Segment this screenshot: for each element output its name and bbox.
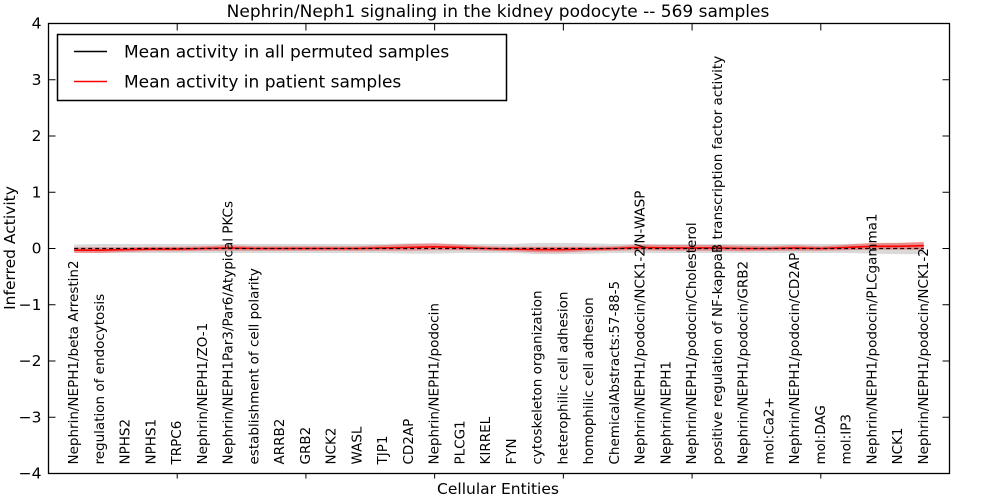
- y-axis-label: Inferred Activity: [1, 186, 19, 310]
- x-category-label: Nephrin/NEPH1/ZO-1: [195, 323, 211, 465]
- y-tick-label: −4: [19, 465, 42, 483]
- x-category-label: cytoskeleton organization: [530, 290, 546, 464]
- x-category-label: regulation of endocytosis: [92, 294, 108, 465]
- x-category-label: homophilic cell adhesion: [581, 297, 597, 464]
- x-category-label: mol:IP3: [839, 414, 855, 464]
- x-category-label: Nephrin/NEPH1Par3/Par6/Atypical PKCs: [221, 201, 237, 465]
- legend-box: [56, 33, 508, 102]
- x-axis-label: Cellular Entities: [437, 480, 559, 498]
- x-category-label: TJP1: [375, 436, 391, 466]
- patient-samples-range-band: [74, 241, 924, 253]
- x-category-label: Nephrin/NEPH1/podocin/Cholesterol: [684, 222, 700, 464]
- x-category-label: GRB2: [298, 427, 314, 465]
- x-category-label: TRPC6: [169, 421, 185, 466]
- y-tick-label: −3: [19, 408, 42, 426]
- y-tick-label: −1: [19, 296, 42, 314]
- x-category-label: ChemicalAbstracts:57-88-5: [607, 281, 623, 465]
- x-category-label: mol:DAG: [813, 405, 829, 464]
- x-category-label: heterophilic cell adhesion: [555, 292, 571, 465]
- legend-label-patient: Mean activity in patient samples: [124, 73, 401, 93]
- y-tick-label: 4: [32, 15, 42, 33]
- x-category-label: KIRREL: [478, 416, 494, 464]
- x-ticks: [176, 23, 822, 479]
- x-category-label: Nephrin/NEPH1/podocin/NCK1-2/N-WASP: [633, 191, 649, 465]
- y-tick-label: −2: [19, 352, 42, 370]
- x-category-label: mol:Ca2+: [761, 397, 777, 464]
- series-layer: [74, 244, 924, 251]
- x-category-label: FYN: [504, 438, 520, 464]
- x-category-label: Nephrin/NEPH1: [658, 361, 674, 464]
- y-tick-label: 2: [32, 127, 42, 145]
- x-category-label: positive regulation of NF-kappaB transcr…: [710, 56, 726, 465]
- x-category-labels: Nephrin/NEPH1/beta Arrestin2 regulation o…: [66, 56, 932, 466]
- x-category-label: establishment of cell polarity: [246, 268, 262, 464]
- y-tick-label: 3: [32, 71, 42, 89]
- x-category-label: Nephrin/NEPH1/podocin/GRB2: [736, 261, 752, 465]
- x-category-label: Nephrin/NEPH1/podocin: [427, 303, 443, 464]
- y-tick-label: 1: [32, 183, 42, 201]
- x-category-label: NCK2: [324, 428, 340, 465]
- y-ticks: [48, 23, 950, 474]
- legend: Mean activity in all permuted samples Me…: [56, 33, 508, 102]
- legend-label-permuted: Mean activity in all permuted samples: [124, 43, 449, 63]
- x-category-label: NPHS2: [118, 419, 134, 465]
- x-category-label: NPHS1: [143, 419, 159, 465]
- x-category-label: NCK1: [890, 428, 906, 465]
- x-category-label: WASL: [349, 426, 365, 464]
- x-category-label: Nephrin/NEPH1/podocin/NCK1-2: [916, 248, 932, 464]
- x-category-label: Nephrin/NEPH1/podocin/PLCgamma1: [864, 213, 880, 464]
- x-category-label: Nephrin/NEPH1/beta Arrestin2: [66, 260, 82, 464]
- x-category-label: Nephrin/NEPH1/podocin/CD2AP: [787, 253, 803, 465]
- x-category-label: ARRB2: [272, 419, 288, 465]
- x-category-label: PLCG1: [452, 420, 468, 464]
- y-tick-labels: −4 −3 −2 −1 0 1 2 3 4: [19, 15, 42, 483]
- chart-title: Nephrin/Neph1 signaling in the kidney po…: [227, 2, 770, 22]
- y-tick-label: 0: [32, 240, 42, 258]
- x-category-label: CD2AP: [401, 419, 417, 465]
